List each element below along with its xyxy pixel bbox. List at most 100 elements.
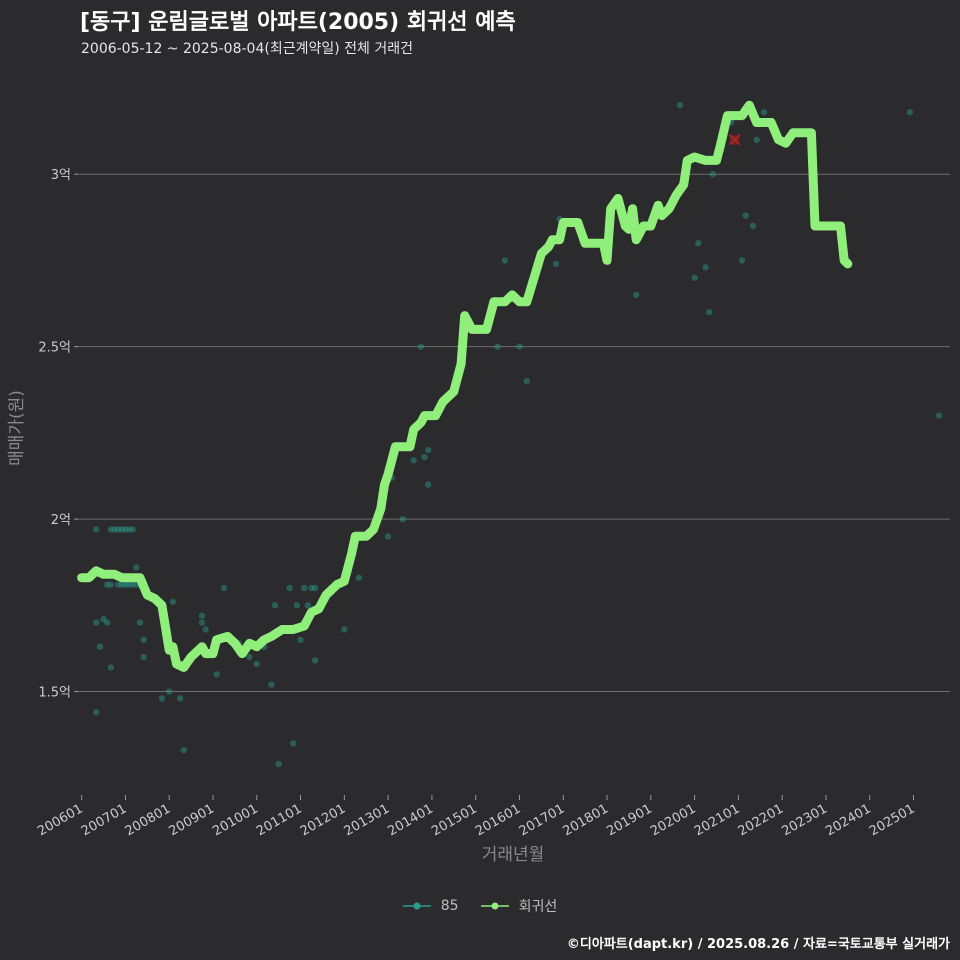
data-point	[220, 584, 228, 592]
data-point	[107, 526, 115, 533]
data-point	[169, 598, 177, 606]
data-point	[705, 308, 713, 316]
source-credit: ©디아파트(dapt.kr) / 2025.08.26 / 자료=국토교통부 실…	[566, 937, 950, 952]
data-point	[293, 602, 301, 609]
data-point	[308, 584, 315, 592]
data-point	[421, 453, 428, 461]
data-point	[140, 636, 147, 644]
data-point	[935, 412, 943, 419]
x-tick-label: 202301	[779, 801, 829, 839]
data-point	[140, 653, 147, 661]
x-tick-label: 201901	[604, 801, 654, 839]
legend-key-85-icon	[402, 902, 431, 910]
data-point	[176, 695, 184, 702]
data-point	[695, 239, 702, 247]
y-tick-label: 2억	[51, 513, 71, 528]
y-tick-label: 3억	[51, 168, 71, 183]
regression-line	[77, 100, 853, 672]
gridlines	[78, 173, 950, 693]
chart-title: [동구] 운림글로벌 아파트(2005) 회귀선 예측	[80, 10, 516, 35]
x-tick-label: 202501	[867, 801, 917, 839]
data-point	[122, 581, 129, 588]
x-tick-label: 201101	[254, 801, 304, 839]
data-point	[107, 581, 115, 588]
data-point	[93, 619, 100, 626]
x-tick-label: 200701	[79, 801, 129, 839]
data-point	[501, 257, 509, 264]
x-tick-label: 201001	[210, 801, 260, 839]
data-point	[633, 291, 640, 299]
x-axis-ticks: 2006012007012008012009012010012011012012…	[35, 795, 918, 839]
x-tick-label: 201301	[342, 801, 392, 839]
data-point	[111, 526, 118, 533]
data-point	[286, 584, 293, 592]
regression-line-group	[77, 100, 853, 672]
data-point	[399, 515, 406, 523]
data-point	[118, 581, 125, 588]
data-point	[425, 446, 432, 454]
data-point	[100, 615, 107, 623]
legend: 85 회귀선	[0, 896, 960, 916]
x-tick-label: 200801	[123, 801, 173, 839]
x-tick-label: 201601	[473, 801, 523, 839]
data-point	[341, 626, 348, 633]
data-point	[760, 108, 768, 116]
data-point	[125, 581, 133, 588]
x-axis-label: 거래년월	[482, 845, 545, 865]
data-point	[753, 136, 760, 143]
data-point	[417, 343, 425, 350]
data-point	[268, 681, 275, 688]
data-point	[742, 212, 749, 219]
legend-item-85: 85	[402, 896, 459, 916]
x-tick-label: 201501	[429, 801, 479, 839]
legend-label-85: 85	[440, 898, 459, 914]
scatter-points	[93, 102, 943, 768]
data-point	[906, 108, 914, 116]
data-point	[198, 619, 206, 626]
data-point	[516, 343, 523, 350]
data-point	[676, 102, 684, 109]
data-point	[96, 643, 104, 650]
data-point	[136, 619, 144, 626]
y-axis-label: 매매가(원)	[7, 390, 27, 466]
data-point	[198, 612, 206, 619]
highlight-x-icon	[729, 134, 741, 146]
data-point	[691, 274, 698, 281]
data-point	[709, 171, 717, 178]
data-point	[494, 343, 501, 350]
y-tick-label: 2.5억	[38, 341, 71, 356]
x-tick-label: 202101	[692, 801, 742, 839]
x-tick-label: 201401	[385, 801, 435, 839]
data-point	[180, 746, 188, 754]
x-tick-label: 202201	[736, 801, 786, 839]
highlight-marker-group	[729, 134, 741, 146]
data-point	[202, 626, 209, 633]
data-point	[166, 688, 173, 695]
data-point	[311, 657, 319, 664]
data-point	[129, 581, 136, 588]
data-point	[275, 760, 282, 768]
data-point	[158, 695, 166, 702]
legend-label-regression: 회귀선	[518, 899, 558, 915]
data-point	[246, 653, 253, 661]
data-point	[133, 564, 140, 571]
data-point	[114, 581, 122, 588]
data-point	[103, 619, 111, 626]
data-point	[301, 584, 308, 592]
data-point	[297, 636, 304, 644]
data-point	[93, 526, 100, 533]
data-point	[290, 740, 297, 747]
data-point	[552, 260, 560, 268]
data-point	[118, 526, 125, 533]
data-point	[107, 664, 115, 671]
y-tick-label: 1.5억	[38, 686, 71, 701]
legend-key-regression-icon	[480, 902, 509, 910]
data-point	[271, 602, 279, 609]
data-point	[425, 481, 432, 488]
data-point	[129, 526, 136, 533]
x-tick-label: 200601	[35, 801, 85, 839]
data-point	[103, 581, 111, 588]
data-point	[311, 584, 319, 592]
data-point	[384, 533, 392, 540]
